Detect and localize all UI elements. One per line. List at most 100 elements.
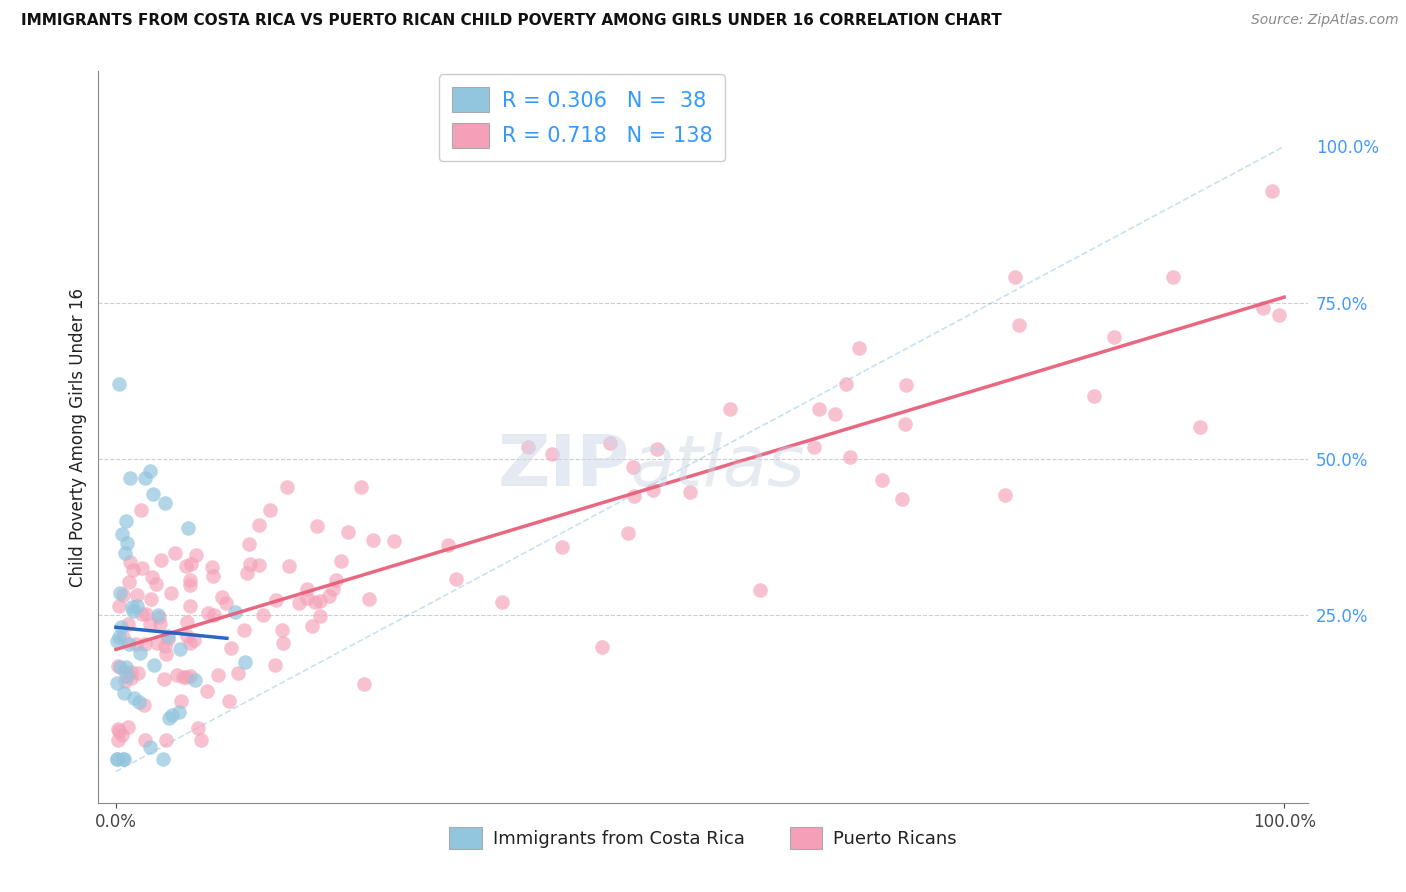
Point (111, 728, 134, 742)
Point (295, 582, 318, 596)
Point (183, 673, 205, 687)
Point (107, 658, 129, 673)
Point (647, 442, 669, 457)
Point (264, 657, 287, 672)
Point (114, 660, 136, 674)
Point (322, 582, 344, 597)
Point (264, 593, 287, 607)
Point (108, 724, 131, 739)
Point (111, 752, 134, 766)
Point (599, 435, 621, 450)
Point (142, 486, 165, 500)
Point (207, 668, 229, 682)
Point (202, 608, 225, 623)
Point (143, 658, 166, 673)
Point (1253, 301, 1275, 316)
Point (679, 484, 702, 499)
Point (350, 480, 373, 494)
Point (197, 607, 219, 621)
Point (128, 695, 150, 709)
Point (617, 525, 640, 540)
Point (247, 517, 270, 532)
Point (623, 489, 645, 503)
Point (131, 503, 153, 517)
Point (288, 596, 311, 610)
Point (1188, 420, 1211, 434)
Point (894, 377, 917, 392)
Point (1268, 308, 1291, 322)
Point (233, 624, 256, 638)
Point (149, 553, 172, 567)
Point (118, 637, 141, 651)
Point (235, 566, 257, 580)
Point (120, 671, 142, 685)
Point (318, 589, 340, 603)
Point (134, 637, 156, 651)
Point (179, 669, 201, 683)
Point (145, 577, 167, 591)
Point (304, 594, 326, 608)
Point (105, 752, 128, 766)
Point (132, 698, 155, 713)
Point (271, 635, 294, 649)
Point (838, 450, 860, 464)
Point (114, 514, 136, 528)
Point (125, 588, 148, 602)
Point (153, 640, 176, 654)
Point (541, 447, 564, 461)
Point (295, 591, 318, 606)
Point (183, 632, 205, 647)
Point (491, 594, 513, 608)
Point (153, 672, 176, 686)
Point (107, 722, 129, 736)
Point (551, 540, 574, 554)
Point (121, 563, 143, 577)
Point (170, 693, 193, 707)
Point (156, 629, 179, 643)
Point (591, 640, 613, 655)
Point (325, 574, 347, 588)
Point (872, 474, 894, 488)
Point (271, 624, 294, 638)
Point (108, 630, 131, 644)
Point (127, 665, 149, 680)
Point (134, 733, 156, 747)
Point (169, 642, 191, 657)
Point (807, 401, 830, 416)
Point (134, 471, 156, 485)
Point (252, 607, 274, 622)
Point (824, 407, 846, 421)
Point (146, 608, 169, 623)
Point (890, 492, 912, 507)
Point (1008, 318, 1031, 333)
Point (131, 560, 153, 574)
Point (437, 538, 460, 552)
Point (138, 739, 160, 754)
Point (112, 752, 135, 766)
Point (330, 554, 353, 568)
Point (214, 596, 236, 610)
Point (149, 617, 172, 632)
Point (621, 459, 644, 474)
Point (128, 646, 150, 660)
Point (138, 464, 160, 478)
Point (307, 519, 329, 533)
Point (233, 655, 256, 669)
Point (122, 691, 145, 706)
Point (118, 555, 141, 569)
Point (259, 503, 281, 517)
Point (146, 635, 169, 649)
Point (108, 376, 131, 391)
Point (110, 620, 132, 634)
Point (336, 525, 359, 540)
Point (179, 599, 201, 613)
Point (186, 548, 208, 562)
Point (114, 546, 136, 560)
Point (309, 594, 332, 608)
Point (152, 752, 174, 766)
Y-axis label: Child Poverty Among Girls Under 16: Child Poverty Among Girls Under 16 (69, 287, 87, 587)
Point (219, 641, 242, 656)
Point (111, 527, 134, 541)
Text: atlas: atlas (630, 432, 806, 500)
Point (131, 607, 153, 621)
